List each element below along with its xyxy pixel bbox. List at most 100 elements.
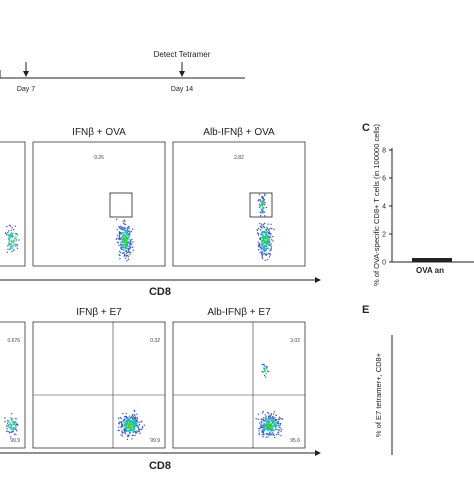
cell-dot xyxy=(261,253,264,256)
cell-dot xyxy=(264,376,267,378)
cell-dot xyxy=(136,430,139,432)
cell-dot xyxy=(259,211,261,214)
cell-dot xyxy=(267,436,269,438)
cell-dot xyxy=(10,431,12,433)
cell-dot xyxy=(13,433,16,435)
cell-dot xyxy=(10,229,12,231)
cell-dot xyxy=(138,431,141,433)
cell-dot xyxy=(276,425,278,427)
cell-dot xyxy=(123,227,126,229)
cell-dot xyxy=(120,248,123,251)
cell-dot xyxy=(259,199,262,201)
cell-dot xyxy=(12,241,15,243)
cell-dot xyxy=(8,420,10,422)
cell-dot xyxy=(261,232,263,234)
cell-dot xyxy=(126,247,128,250)
cell-dot xyxy=(260,236,262,239)
cell-dot xyxy=(128,251,130,253)
cell-dot xyxy=(268,233,270,235)
cell-dot xyxy=(121,241,124,243)
cell-dot xyxy=(262,207,264,210)
cell-dot xyxy=(119,241,122,243)
cell-dot xyxy=(128,415,131,417)
cell-dot xyxy=(262,212,264,214)
cell-dot xyxy=(136,418,138,420)
cell-dot xyxy=(265,420,268,423)
cell-dot xyxy=(130,240,132,243)
cell-dot xyxy=(273,425,275,427)
cell-dot xyxy=(10,235,13,237)
cell-dot xyxy=(125,430,128,432)
cell-dot xyxy=(132,426,134,429)
cell-dot xyxy=(262,424,265,426)
cell-dot xyxy=(261,421,263,424)
cell-dot xyxy=(258,245,261,247)
cell-dot xyxy=(270,232,272,235)
cell-dot xyxy=(120,434,122,436)
cell-dot xyxy=(265,432,268,435)
cell-dot xyxy=(263,240,265,243)
cell-dot xyxy=(267,419,269,422)
cell-dot xyxy=(265,206,268,209)
quadrant-value: 3.02 xyxy=(290,338,300,344)
cell-dot xyxy=(265,423,267,425)
cell-dot xyxy=(129,251,132,254)
cell-dot xyxy=(123,223,126,225)
cell-dot xyxy=(261,429,264,431)
cell-dot xyxy=(126,244,129,246)
cell-dot xyxy=(279,429,281,431)
cell-dot xyxy=(267,252,270,254)
cell-dot xyxy=(118,254,120,256)
cell-dot xyxy=(260,426,263,429)
cell-dot xyxy=(261,257,264,260)
cell-dot xyxy=(124,430,127,432)
cell-dot xyxy=(10,243,13,246)
cell-dot xyxy=(270,239,273,241)
cell-dot xyxy=(122,246,125,249)
cell-dot xyxy=(128,236,131,238)
cell-dot xyxy=(119,416,122,419)
cell-dot xyxy=(269,426,272,429)
cell-dot xyxy=(127,258,130,261)
cell-dot xyxy=(126,245,129,247)
cell-dot xyxy=(261,370,263,373)
cell-dot xyxy=(122,226,124,228)
cell-dot xyxy=(13,249,15,252)
cell-dot xyxy=(266,370,269,372)
cell-dot xyxy=(258,203,261,206)
cell-dot xyxy=(262,245,264,247)
cell-dot xyxy=(272,419,274,421)
cell-dot xyxy=(263,222,266,225)
cell-dot xyxy=(123,255,125,257)
cell-dot xyxy=(18,239,20,241)
cell-dot xyxy=(14,422,16,424)
event-label: Detect Tetramer xyxy=(154,50,211,59)
cell-dot xyxy=(4,421,6,423)
cell-dot xyxy=(262,248,264,250)
cell-dot xyxy=(124,246,127,248)
cell-dot xyxy=(124,431,126,433)
cell-dot xyxy=(261,243,263,246)
cell-dot xyxy=(261,241,263,243)
flow-plot xyxy=(32,141,166,267)
tick-label: 8 xyxy=(382,148,386,155)
x-axis-label: OVA an xyxy=(416,266,444,275)
cell-dot xyxy=(119,225,122,228)
cell-dot xyxy=(270,223,272,226)
cell-dot xyxy=(277,418,279,421)
cell-dot xyxy=(267,223,269,225)
cell-dot xyxy=(12,428,14,431)
cell-dot xyxy=(265,253,267,256)
cell-dot xyxy=(133,420,135,422)
cell-dot xyxy=(260,240,263,242)
cell-dot xyxy=(134,428,136,430)
cell-dot xyxy=(262,433,265,436)
cell-dot xyxy=(120,226,123,229)
cell-dot xyxy=(267,241,270,244)
cell-dot xyxy=(118,423,121,425)
cell-dot xyxy=(122,432,125,434)
cell-dot xyxy=(274,418,277,421)
cell-dot xyxy=(260,208,263,211)
cell-dot xyxy=(264,414,266,416)
cell-dot xyxy=(132,421,134,424)
